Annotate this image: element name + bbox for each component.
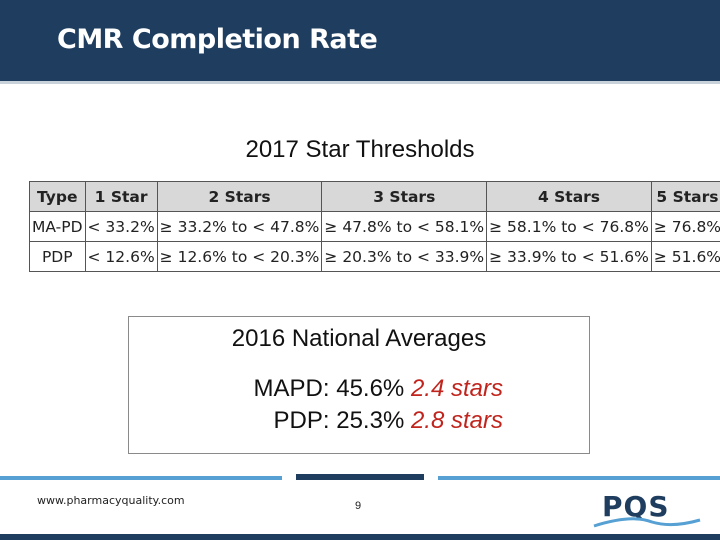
table-cell: ≥ 20.3% to < 33.9% [321, 241, 488, 272]
table-cell: ≥ 47.8% to < 58.1% [321, 211, 488, 242]
table-cell: ≥ 12.6% to < 20.3% [156, 241, 323, 272]
pdp-stars: 2.8 stars [410, 407, 503, 434]
national-averages-box: 2016 National Averages MAPD: 45.6% 2.4 s… [128, 316, 590, 454]
bottom-strip [0, 534, 720, 540]
column-header-4-stars: 4 Stars [486, 181, 652, 212]
page-number: 9 [355, 500, 362, 512]
table-cell: ≥ 51.6% [650, 241, 720, 272]
slide-header: CMR Completion Rate [0, 0, 720, 84]
mapd-average: MAPD: 45.6% 2.4 stars [254, 375, 503, 403]
table-cell: MA-PD [29, 211, 86, 242]
column-header-2-stars: 2 Stars [156, 181, 323, 212]
star-thresholds-table: Type 1 Star 2 Stars 3 Stars 4 Stars 5 St… [29, 181, 720, 272]
footer-divider-left [0, 476, 282, 480]
mapd-stars: 2.4 stars [410, 375, 503, 402]
footer-divider-right [438, 476, 720, 480]
pdp-average: PDP: 25.3% 2.8 stars [274, 407, 503, 435]
thresholds-title-text: 2017 Star Thresholds [245, 136, 475, 163]
table-cell: < 33.2% [84, 211, 158, 242]
column-header-3-stars: 3 Stars [321, 181, 488, 212]
table-cell: PDP [29, 241, 86, 272]
footer-url: www.pharmacyquality.com [37, 494, 185, 507]
footer-divider-center [296, 474, 424, 480]
mapd-label: MAPD: 45.6% [253, 375, 405, 402]
table-row: PDP < 12.6% ≥ 12.6% to < 20.3% ≥ 20.3% t… [29, 241, 720, 272]
pdp-label: PDP: 25.3% [273, 407, 405, 434]
thresholds-title: 2017 Star Thresholds [0, 136, 720, 164]
column-header-5-stars: 5 Stars [650, 181, 720, 212]
column-header-type: Type [29, 181, 86, 212]
table-cell: ≥ 58.1% to < 76.8% [486, 211, 652, 242]
table-row: MA-PD < 33.2% ≥ 33.2% to < 47.8% ≥ 47.8%… [29, 211, 720, 242]
table-header-row: Type 1 Star 2 Stars 3 Stars 4 Stars 5 St… [29, 181, 720, 212]
column-header-1-star: 1 Star [84, 181, 158, 212]
table-cell: ≥ 33.9% to < 51.6% [486, 241, 652, 272]
pqs-logo: PQS [593, 490, 701, 528]
averages-title: 2016 National Averages [231, 325, 487, 352]
table-cell: ≥ 33.2% to < 47.8% [156, 211, 323, 242]
slide-title: CMR Completion Rate [57, 24, 378, 55]
table-cell: < 12.6% [84, 241, 158, 272]
table-cell: ≥ 76.8% [650, 211, 720, 242]
logo-swoosh [593, 517, 701, 528]
